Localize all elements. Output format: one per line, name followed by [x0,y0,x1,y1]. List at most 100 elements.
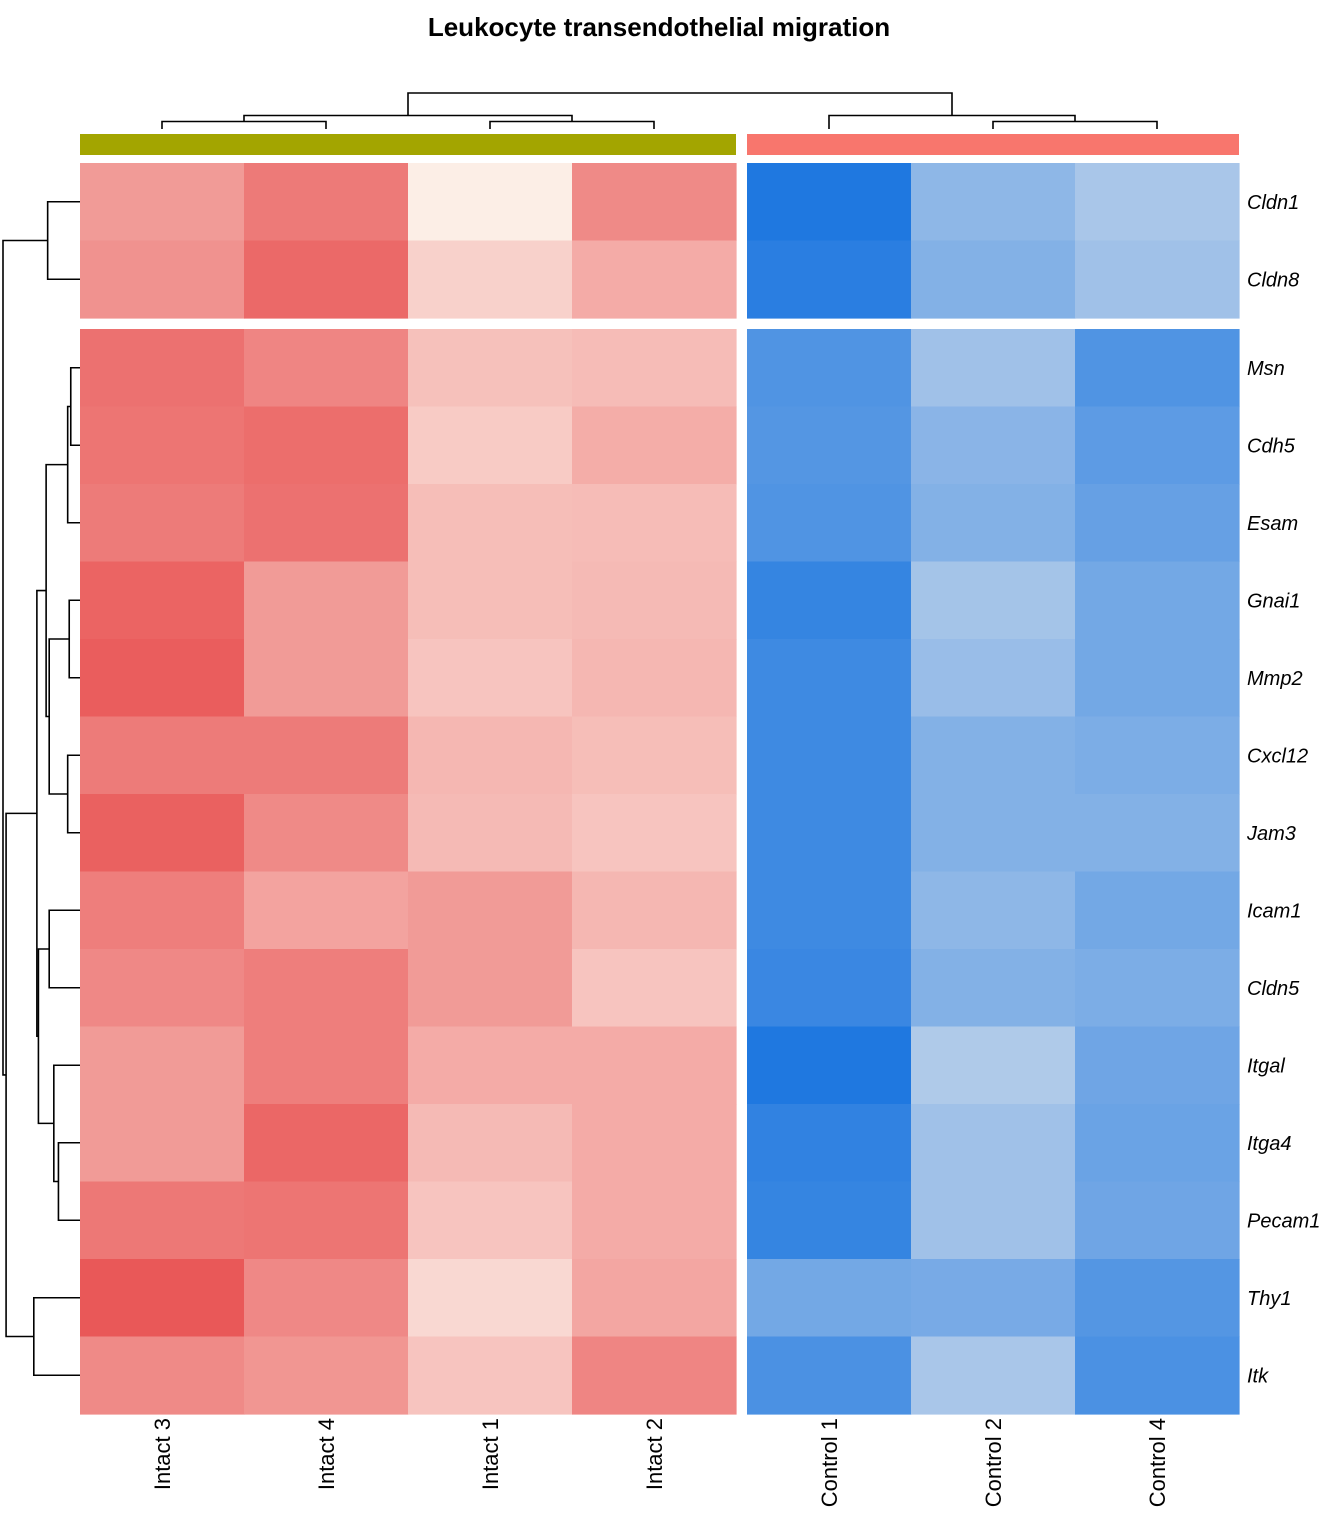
heatmap-cell-mmp2-control-4 [1075,639,1240,718]
row-label-jam3: Jam3 [1246,823,1296,845]
heatmap-cell-itga4-intact-4 [244,1104,409,1183]
heatmap-cell-cdh5-intact-4 [244,406,409,485]
row-label-cldn8: Cldn8 [1247,269,1299,291]
heatmap-cell-itgal-intact-2 [572,1026,737,1105]
heatmap-cell-mmp2-intact-2 [572,639,737,718]
heatmap-cell-cldn1-intact-4 [244,163,409,242]
annotation-bar-control [747,134,1239,155]
heatmap-cell-cdh5-control-4 [1075,406,1240,485]
row-dendrogram-branch-12 [46,200,80,281]
column-label-intact-1: Intact 1 [478,1418,503,1490]
heatmap-cell-cldn1-control-1 [747,163,912,242]
heatmap-cell-jam3-control-1 [747,794,912,873]
row-dendrogram-branch-14 [5,812,37,1338]
row-label-cldn1: Cldn1 [1247,192,1299,214]
heatmap-cell-itk-control-2 [911,1336,1076,1415]
heatmap-cell-mmp2-intact-3 [80,639,245,718]
heatmap-cell-msn-control-1 [747,329,912,408]
row-dendrogram-branch-10 [37,948,54,1125]
row-dendrogram-branch-13 [33,1296,80,1377]
row-label-itgal: Itgal [1247,1055,1285,1077]
column-label-control-2: Control 2 [981,1418,1006,1507]
heatmap-cell-cxcl12-control-2 [911,716,1076,795]
heatmap-cell-thy1-control-1 [747,1259,912,1338]
heatmap-cell-msn-control-4 [1075,329,1240,408]
heatmap-cell-icam1-control-1 [747,871,912,950]
heatmap-cell-msn-control-2 [911,329,1076,408]
heatmap-cell-cldn5-intact-1 [408,949,573,1028]
heatmap-cell-mmp2-control-1 [747,639,912,718]
heatmap-cell-msn-intact-2 [572,329,737,408]
heatmap-cell-jam3-intact-4 [244,794,409,873]
heatmap-cell-itgal-control-1 [747,1026,912,1105]
heatmap-cell-cldn8-control-4 [1075,240,1240,319]
heatmap-cell-icam1-control-4 [1075,871,1240,950]
heatmap-cell-icam1-intact-4 [244,871,409,950]
heatmap-cell-itk-control-1 [747,1336,912,1415]
row-dendrogram-branch-8 [57,1141,80,1222]
column-dendrogram-branch-1 [161,120,327,129]
heatmap-cell-thy1-intact-2 [572,1259,737,1338]
heatmap-cell-itga4-control-4 [1075,1104,1240,1183]
column-dendrogram-branch-4 [992,120,1158,129]
heatmap-cell-mmp2-intact-4 [244,639,409,718]
row-label-mmp2: Mmp2 [1247,668,1303,690]
column-dendrogram-branch-6 [407,92,953,116]
column-label-intact-4: Intact 4 [314,1418,339,1490]
column-label-intact-3: Intact 3 [150,1418,175,1490]
heatmap-cell-gnai1-control-2 [911,561,1076,640]
row-label-pecam1: Pecam1 [1247,1210,1320,1232]
heatmap-cell-itk-control-4 [1075,1336,1240,1415]
row-dendrogram-branch-7 [48,909,80,989]
heatmap-cell-jam3-intact-3 [80,794,245,873]
heatmap-cell-icam1-control-2 [911,871,1076,950]
heatmap-cell-itk-intact-3 [80,1336,245,1415]
heatmap-cell-gnai1-intact-1 [408,561,573,640]
heatmap-cell-thy1-intact-1 [408,1259,573,1338]
column-label-control-4: Control 4 [1145,1418,1170,1507]
heatmap-cell-pecam1-intact-4 [244,1181,409,1260]
heatmap-cell-esam-control-4 [1075,484,1240,563]
heatmap-cell-cdh5-intact-2 [572,406,737,485]
chart-title: Leukocyte transendothelial migration [427,12,891,42]
heatmap-cell-itgal-control-2 [911,1026,1076,1105]
heatmap-cell-itgal-intact-1 [408,1026,573,1105]
heatmap-cell-cldn8-intact-3 [80,240,245,319]
heatmap-cell-gnai1-intact-3 [80,561,245,640]
heatmap-cell-gnai1-intact-4 [244,561,409,640]
heatmap-cell-jam3-control-2 [911,794,1076,873]
heatmap-cell-thy1-intact-3 [80,1259,245,1338]
heatmap-cell-cdh5-intact-1 [408,406,573,485]
row-label-itga4: Itga4 [1247,1133,1291,1155]
heatmap-cell-itga4-intact-2 [572,1104,737,1183]
heatmap-cell-cldn8-control-2 [911,240,1076,319]
heatmap-cell-cldn5-intact-4 [244,949,409,1028]
heatmap-cell-thy1-intact-4 [244,1259,409,1338]
heatmap-cell-cldn5-control-2 [911,949,1076,1028]
heatmap-cell-cxcl12-intact-2 [572,716,737,795]
heatmap-cell-jam3-intact-2 [572,794,737,873]
annotation-bar-intact [80,134,736,155]
heatmap-cell-cldn5-control-1 [747,949,912,1028]
heatmap-cell-cxcl12-intact-1 [408,716,573,795]
heatmap-cell-gnai1-control-1 [747,561,912,640]
row-dendrogram-branch-15 [2,239,48,1076]
heatmap-cell-esam-control-1 [747,484,912,563]
heatmap-cell-pecam1-control-4 [1075,1181,1240,1260]
heatmap-cell-itk-intact-4 [244,1336,409,1415]
heatmap-cell-icam1-intact-2 [572,871,737,950]
heatmap-cell-gnai1-intact-2 [572,561,737,640]
heatmap-cell-itga4-intact-1 [408,1104,573,1183]
heatmap-cell-cxcl12-control-1 [747,716,912,795]
row-dendrogram-branch-2 [66,405,80,524]
heatmap-cell-pecam1-intact-2 [572,1181,737,1260]
heatmap-cell-cxcl12-intact-4 [244,716,409,795]
heatmap-cell-icam1-intact-3 [80,871,245,950]
row-label-cxcl12: Cxcl12 [1247,745,1308,767]
heatmap-cell-msn-intact-3 [80,329,245,408]
heatmap-cell-jam3-control-4 [1075,794,1240,873]
heatmap-cell-cldn8-intact-2 [572,240,737,319]
heatmap-cell-cldn5-intact-2 [572,949,737,1028]
heatmap-cell-pecam1-intact-1 [408,1181,573,1260]
